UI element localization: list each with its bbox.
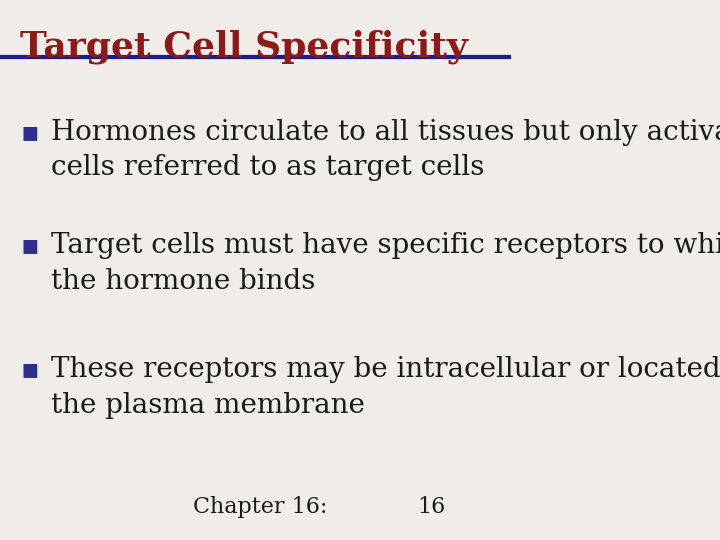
Text: Target cells must have specific receptors to which
the hormone binds: Target cells must have specific receptor… <box>51 232 720 295</box>
Text: ▪: ▪ <box>20 119 39 146</box>
Text: ▪: ▪ <box>20 356 39 383</box>
Text: Hormones circulate to all tissues but only activate
cells referred to as target : Hormones circulate to all tissues but on… <box>51 119 720 181</box>
Text: ▪: ▪ <box>20 232 39 259</box>
Text: 16: 16 <box>418 496 446 518</box>
Text: These receptors may be intracellular or located on
the plasma membrane: These receptors may be intracellular or … <box>51 356 720 419</box>
Text: Target Cell Specificity: Target Cell Specificity <box>20 30 468 64</box>
Text: Chapter 16:: Chapter 16: <box>194 496 328 518</box>
